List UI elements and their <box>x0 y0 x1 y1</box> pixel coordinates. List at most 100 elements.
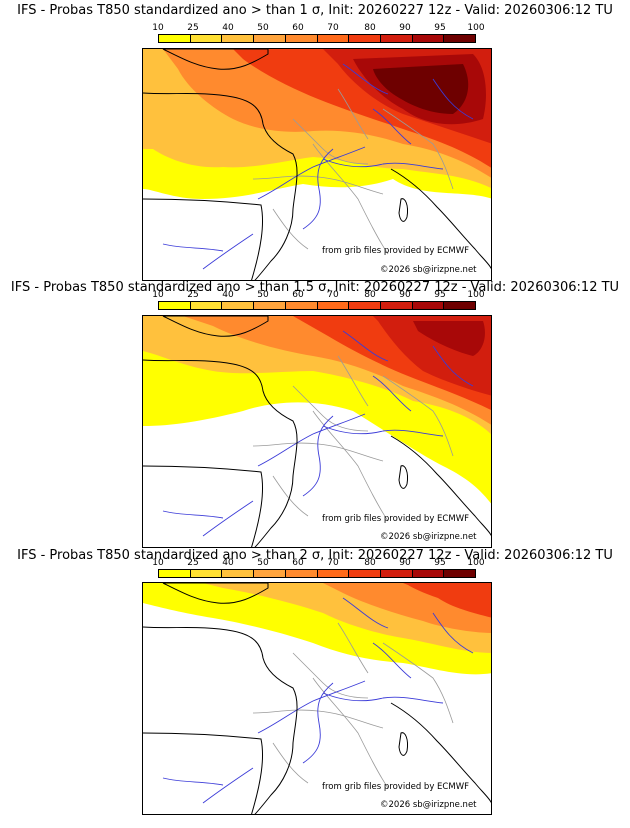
panel-3-credit-source: from grib files provided by ECMWF <box>322 782 469 792</box>
colorbar-swatch <box>317 35 350 42</box>
coastline <box>390 702 491 804</box>
coastline <box>390 435 491 537</box>
panel-1-credit-source: from grib files provided by ECMWF <box>322 246 469 256</box>
river <box>302 148 334 230</box>
river <box>322 692 444 704</box>
river <box>372 108 412 145</box>
colorbar-tick-label: 90 <box>399 290 411 300</box>
admin-border <box>337 88 369 140</box>
panel-2-credit-copyright: ©2026 sb@irizpne.net <box>380 532 477 542</box>
colorbar-swatch <box>159 302 191 309</box>
admin-border <box>292 385 369 432</box>
coastline <box>162 583 269 604</box>
colorbar-swatch <box>222 35 255 42</box>
colorbar-swatch <box>222 570 255 577</box>
river <box>302 415 334 497</box>
colorbar-swatch <box>254 35 286 42</box>
colorbar-tick-label: 10 <box>152 23 164 33</box>
river <box>372 642 412 679</box>
panel-1-map <box>142 48 492 281</box>
colorbar-tick-label: 50 <box>257 558 269 568</box>
admin-border <box>272 208 309 250</box>
colorbar-swatch <box>412 302 445 309</box>
river <box>162 777 224 786</box>
colorbar-tick-label: 80 <box>364 558 376 568</box>
colorbar-tick-label: 100 <box>467 558 485 568</box>
colorbar-swatch <box>159 35 191 42</box>
panel-3-title: IFS - Probas T850 standardized ano > tha… <box>17 548 613 563</box>
river <box>342 597 389 629</box>
colorbar-tick-label: 25 <box>187 290 199 300</box>
colorbar-swatch <box>190 570 223 577</box>
river <box>322 158 444 170</box>
coastline <box>143 198 264 280</box>
colorbar-tick-label: 95 <box>434 558 446 568</box>
admin-border <box>312 677 389 789</box>
coastline <box>398 732 408 756</box>
colorbar-swatch <box>317 570 350 577</box>
admin-border <box>272 742 309 784</box>
panel-3-credit-copyright: ©2026 sb@irizpne.net <box>380 800 477 810</box>
river <box>257 413 366 467</box>
coastline <box>143 626 298 814</box>
coastline <box>143 92 298 280</box>
panel-2-title: IFS - Probas T850 standardized ano > tha… <box>10 280 620 295</box>
probability-field <box>413 321 485 356</box>
colorbar-swatch <box>412 35 445 42</box>
river <box>342 330 389 362</box>
admin-border <box>382 642 454 724</box>
coastline <box>162 316 269 337</box>
colorbar-tick-label: 40 <box>222 558 234 568</box>
colorbar-tick-label: 10 <box>152 558 164 568</box>
colorbar-swatch <box>285 302 318 309</box>
map-canvas <box>143 583 491 814</box>
river <box>162 243 224 252</box>
panel-2-colorbar: 10 25 40 50 60 70 80 90 95 100 <box>152 290 485 310</box>
panel-3-map <box>142 582 492 815</box>
river <box>202 767 254 804</box>
map-canvas <box>143 49 491 280</box>
river <box>342 63 389 95</box>
map-canvas <box>143 316 491 547</box>
admin-border <box>292 652 369 699</box>
colorbar-tick-label: 70 <box>327 23 339 33</box>
colorbar-tick-label: 100 <box>467 23 485 33</box>
river <box>302 682 334 764</box>
colorbar-swatch <box>285 35 318 42</box>
river <box>202 500 254 537</box>
colorbar-tick-label: 90 <box>399 23 411 33</box>
colorbar-swatch <box>349 302 381 309</box>
colorbar-swatch <box>317 302 350 309</box>
colorbar-tick-label: 80 <box>364 23 376 33</box>
river <box>432 345 474 387</box>
colorbar-swatch <box>222 302 255 309</box>
colorbar-swatch <box>444 35 476 42</box>
river <box>202 233 254 270</box>
colorbar-swatch <box>380 35 413 42</box>
probability-field <box>403 583 491 618</box>
coastline <box>143 359 298 547</box>
panel-1-title: IFS - Probas T850 standardized ano > tha… <box>17 3 613 18</box>
river <box>432 78 474 120</box>
coastline <box>390 168 491 270</box>
admin-border <box>312 410 389 522</box>
coastline <box>398 465 408 489</box>
river <box>432 612 474 654</box>
colorbar-tick-label: 60 <box>292 290 304 300</box>
colorbar-tick-label: 60 <box>292 558 304 568</box>
colorbar-tick-label: 50 <box>257 290 269 300</box>
river <box>372 375 412 412</box>
coastline <box>143 732 264 814</box>
colorbar-swatch <box>190 302 223 309</box>
colorbar-tick-label: 70 <box>327 558 339 568</box>
admin-border <box>382 108 454 190</box>
colorbar-tick-label: 100 <box>467 290 485 300</box>
colorbar-tick-label: 50 <box>257 23 269 33</box>
colorbar-tick-label: 40 <box>222 23 234 33</box>
colorbar-tick-label: 95 <box>434 23 446 33</box>
probability-field <box>373 64 469 114</box>
admin-border <box>272 475 309 517</box>
river <box>257 146 366 200</box>
colorbar-tick-label: 25 <box>187 558 199 568</box>
coastline <box>143 465 264 547</box>
